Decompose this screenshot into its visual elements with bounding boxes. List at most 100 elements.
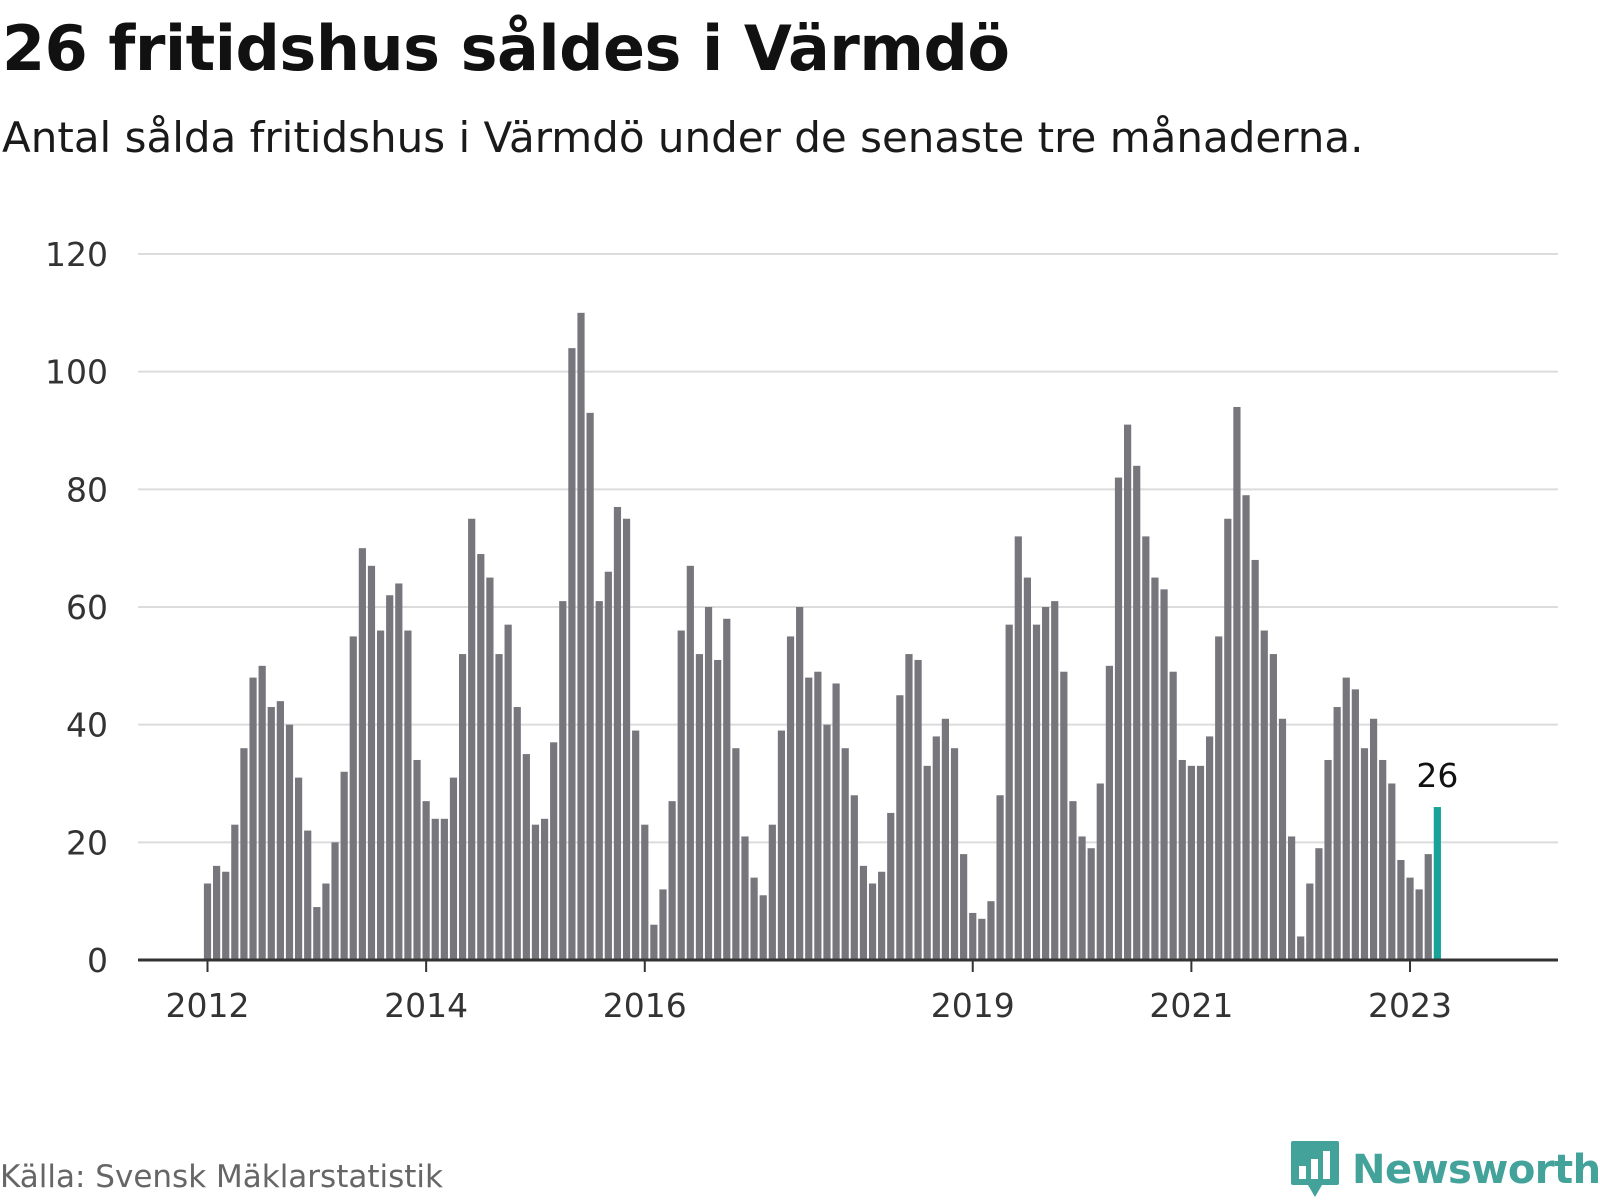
bar (586, 412, 594, 961)
bar (868, 883, 877, 960)
bar (513, 707, 521, 960)
bar (1287, 836, 1296, 960)
bar (240, 748, 248, 960)
bar (1196, 765, 1205, 960)
bar (1324, 759, 1332, 960)
bar (1260, 630, 1268, 960)
x-tick-label: 2019 (931, 986, 1015, 1025)
bar (850, 795, 858, 960)
x-tick-label: 2014 (384, 986, 468, 1025)
bar (695, 654, 704, 960)
bar (376, 630, 385, 960)
y-tick-label: 100 (45, 353, 108, 392)
bar (1124, 424, 1132, 960)
x-axis-tick-labels: 2012 2014 2016 2019 2021 2023 (166, 986, 1453, 1025)
bar (1087, 848, 1095, 960)
bar (577, 312, 585, 961)
bar (1005, 624, 1013, 960)
bar (978, 918, 986, 960)
bar (905, 654, 913, 960)
bar (458, 654, 467, 960)
bar (267, 707, 275, 960)
bar (1169, 671, 1177, 960)
bar (950, 748, 959, 960)
x-tick-label: 2012 (166, 986, 250, 1025)
bar (632, 730, 640, 960)
bar (1415, 889, 1423, 960)
y-tick-label: 60 (66, 588, 108, 627)
bar (759, 895, 767, 960)
bar (304, 830, 312, 960)
bar (285, 724, 294, 960)
bar (1023, 577, 1031, 960)
bar (704, 607, 713, 960)
bar (486, 577, 494, 960)
brand-name: Newsworthy (1352, 1147, 1600, 1193)
bar (714, 659, 722, 960)
bar (650, 924, 658, 960)
bar-highlight (1433, 807, 1441, 960)
bar (1032, 624, 1041, 960)
y-axis-tick-labels: 0 20 40 60 80 100 120 (45, 235, 108, 980)
bar (1306, 883, 1314, 960)
bar (1269, 654, 1277, 960)
bar (1215, 636, 1223, 960)
bar (796, 607, 804, 960)
bar (440, 818, 448, 960)
data-labels: 26 (1416, 756, 1458, 795)
bar (1388, 783, 1396, 960)
bar (422, 801, 430, 960)
data-label-latest: 26 (1416, 756, 1458, 795)
bar (1242, 495, 1250, 960)
bar (568, 348, 576, 960)
bar (431, 818, 439, 960)
bar (395, 583, 403, 960)
bar (859, 865, 868, 960)
bar (1178, 759, 1186, 960)
bar (1105, 665, 1113, 960)
bar (1333, 707, 1341, 960)
bar (814, 671, 822, 960)
bar (1151, 577, 1159, 960)
bar (887, 812, 895, 960)
bar (805, 677, 813, 960)
bar (750, 877, 758, 960)
bar (1078, 836, 1086, 960)
bar (622, 518, 631, 960)
bar (468, 518, 476, 960)
bars (203, 312, 1441, 961)
bar (1187, 765, 1195, 960)
bar (559, 601, 567, 960)
newsworthy-logo-icon (1291, 1141, 1339, 1197)
bar (1051, 601, 1059, 960)
bar (404, 630, 412, 960)
chart-subtitle: Antal sålda fritidshus i Värmdö under de… (2, 113, 1364, 162)
bar (331, 842, 339, 960)
bar (540, 818, 549, 960)
bar (741, 836, 749, 960)
bar (386, 595, 394, 960)
x-tick-label: 2016 (603, 986, 687, 1025)
bar (1042, 607, 1050, 960)
bar (1251, 559, 1259, 960)
bar (449, 777, 458, 960)
bar (295, 777, 303, 960)
bar (1351, 689, 1359, 960)
bar (677, 630, 685, 960)
bar (1360, 748, 1369, 960)
bar (1224, 518, 1232, 960)
bar (823, 724, 831, 960)
y-tick-label: 120 (45, 235, 108, 274)
bar (613, 506, 622, 960)
bar (768, 824, 776, 960)
bar (349, 636, 357, 960)
bar (550, 742, 558, 960)
bar (504, 624, 512, 960)
bar (1114, 477, 1123, 960)
bar (1096, 783, 1104, 960)
bar (1315, 848, 1323, 960)
brand-logo[interactable]: Newsworthy (1290, 1138, 1600, 1202)
bar (686, 565, 694, 960)
y-tick-label: 40 (66, 706, 108, 745)
